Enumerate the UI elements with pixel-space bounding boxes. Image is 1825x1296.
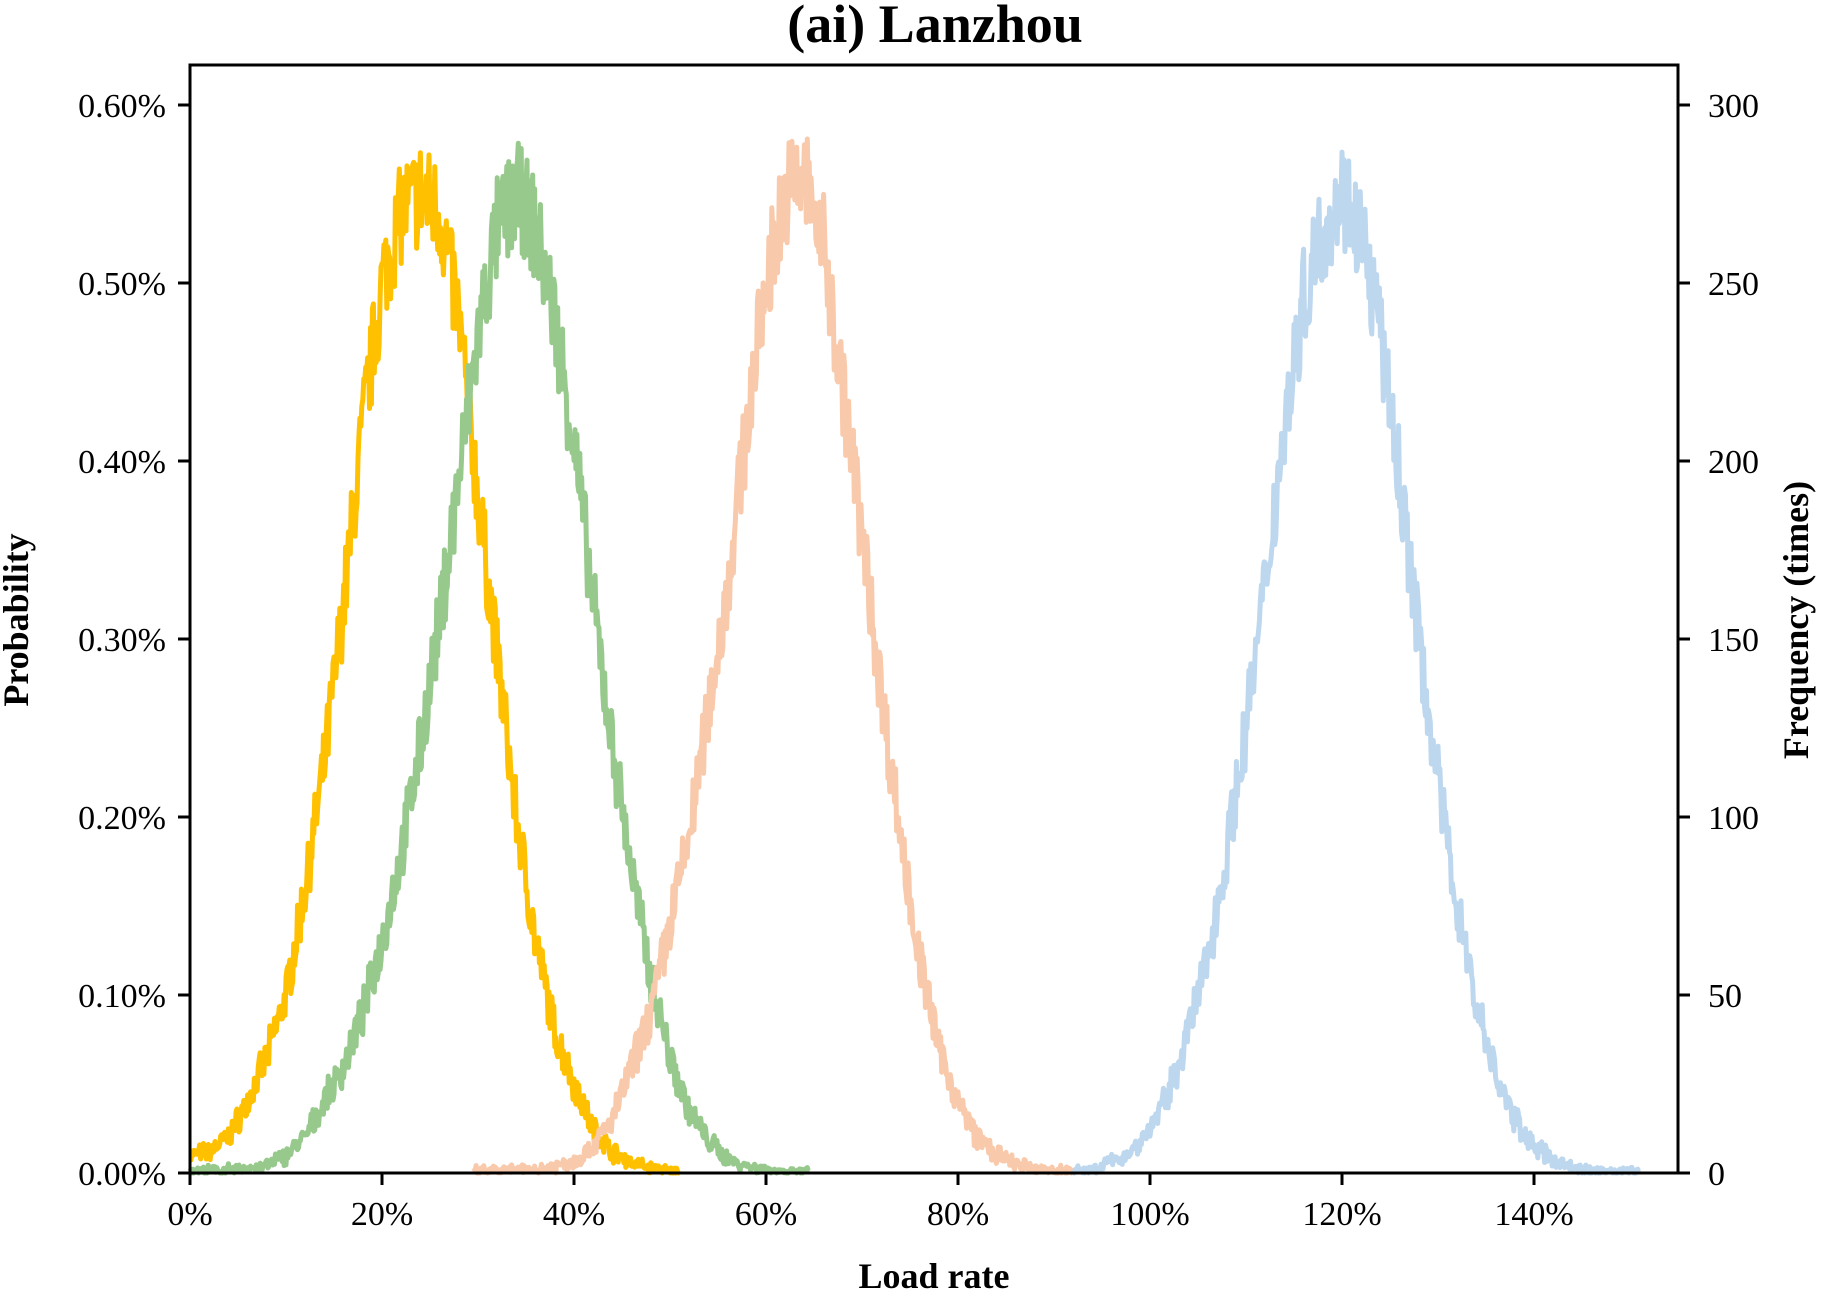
series-line-2: [187, 140, 811, 1176]
series-line-3: [471, 136, 1076, 1176]
x-tick-label: 20%: [351, 1196, 413, 1233]
chart-title: (ai) Lanzhou: [787, 0, 1083, 54]
plot-frame: [188, 63, 1680, 1175]
y-axis-left: 0.00% 0.10% 0.20% 0.30% 0.40% 0.50% 0.60%: [78, 88, 190, 1193]
y-tick-label: 0.60%: [78, 88, 166, 125]
x-tick-label: 80%: [927, 1196, 989, 1233]
x-axis-label: Load rate: [859, 1256, 1010, 1296]
y-tick-label: 0.10%: [78, 978, 166, 1015]
series-line-4: [1070, 149, 1642, 1176]
y-tick-label: 0.00%: [78, 1156, 166, 1193]
x-tick-label: 140%: [1494, 1196, 1573, 1233]
y-tick-label: 0.30%: [78, 622, 166, 659]
x-axis: 0% 20% 40% 60% 80% 100% 120% 140%: [167, 1173, 1574, 1233]
y-tick-label: 0.20%: [78, 800, 166, 837]
y-right-tick-label: 0: [1708, 1156, 1725, 1193]
y-right-tick-label: 150: [1708, 622, 1759, 659]
y-right-axis-label: Frequency (times): [1776, 481, 1816, 759]
y-right-tick-label: 250: [1708, 266, 1759, 303]
x-tick-label: 60%: [735, 1196, 797, 1233]
series-group: [187, 136, 1642, 1176]
x-tick-label: 0%: [167, 1196, 212, 1233]
y-tick-label: 0.50%: [78, 266, 166, 303]
y-tick-label: 0.40%: [78, 444, 166, 481]
y-axis-label: Probability: [0, 533, 36, 706]
x-tick-label: 100%: [1110, 1196, 1189, 1233]
y-axis-right: 0 50 100 150 200 250 300: [1678, 88, 1759, 1193]
y-right-tick-label: 50: [1708, 978, 1742, 1015]
y-right-tick-label: 200: [1708, 444, 1759, 481]
x-tick-label: 40%: [543, 1196, 605, 1233]
y-right-tick-label: 300: [1708, 88, 1759, 125]
y-right-tick-label: 100: [1708, 800, 1759, 837]
x-tick-label: 120%: [1302, 1196, 1381, 1233]
